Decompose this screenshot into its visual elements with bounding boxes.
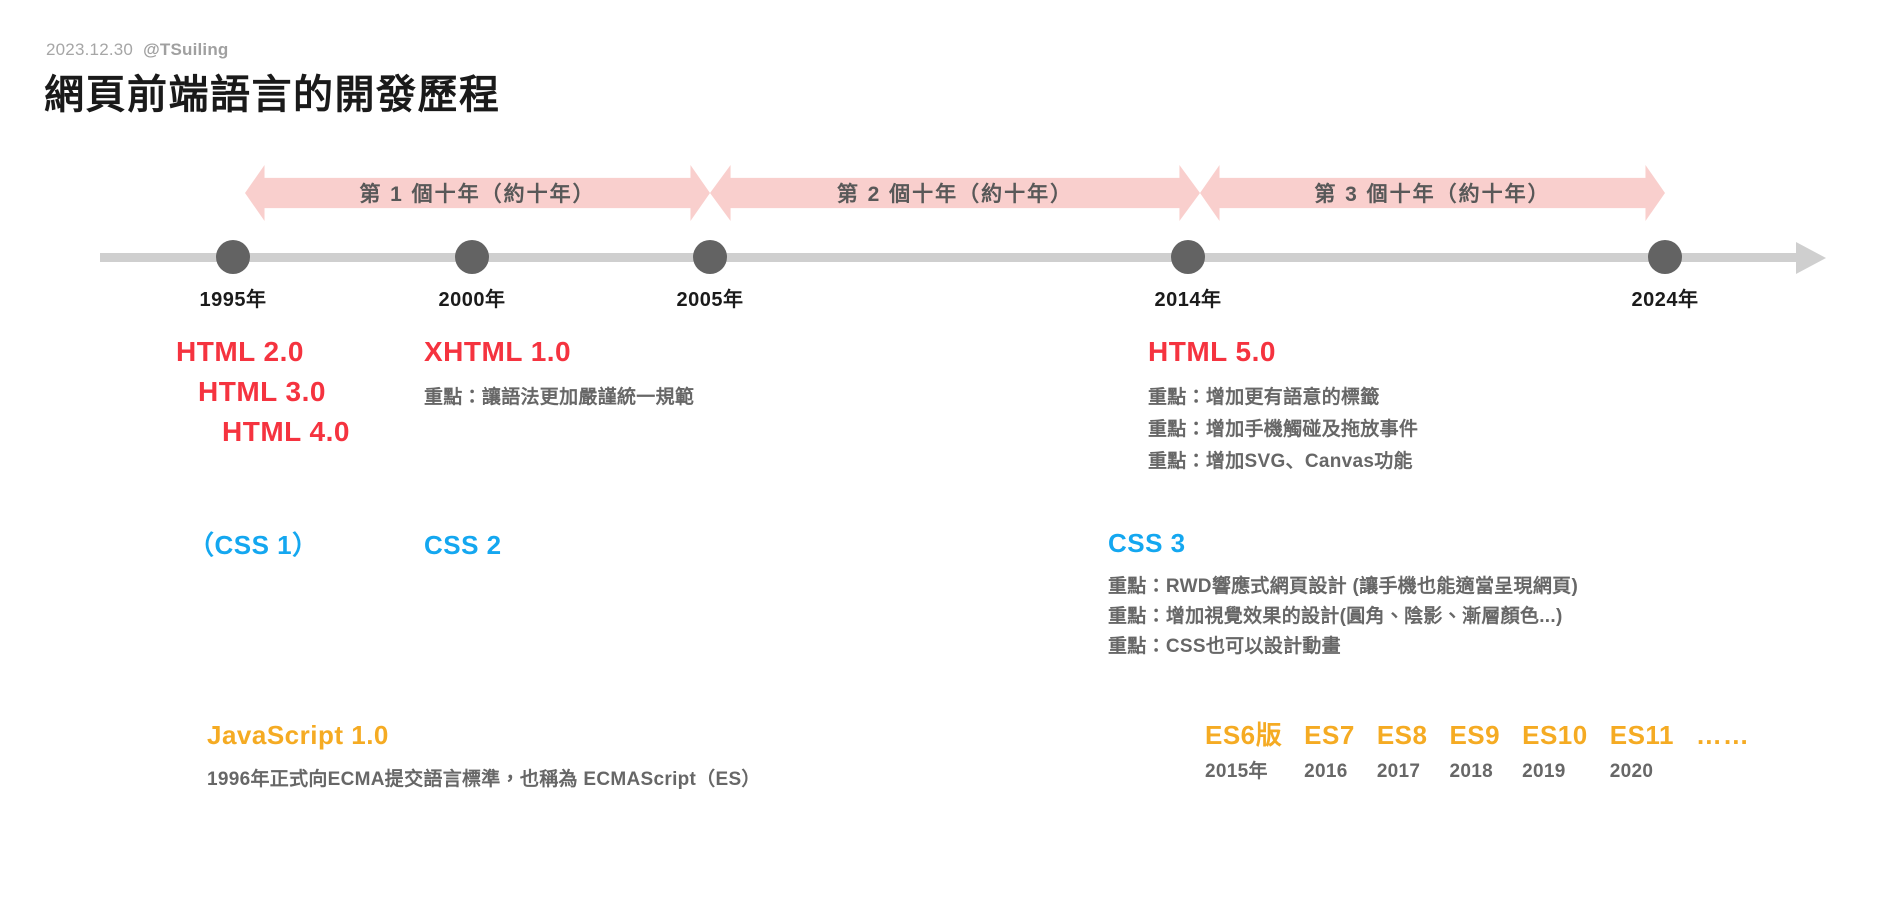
html-version-4: HTML 4.0 — [222, 416, 350, 447]
xhtml-note-1: 重點：讓語法更加嚴謹統一規範 — [424, 387, 695, 408]
ecmascript-version-es7: ES7 2016 — [1304, 722, 1355, 781]
year-label-2024: 2024年 — [1631, 289, 1699, 311]
html-version-2: HTML 2.0 — [176, 336, 304, 367]
css3-title: CSS 3 — [1108, 528, 1186, 558]
ecmascript-name-es11: ES11 — [1609, 720, 1674, 750]
author-handle: @TSuiling — [143, 40, 229, 59]
decade-band-3: 第 3 個十年（約十年） — [1200, 165, 1665, 221]
ecmascript-more: …… — [1696, 722, 1750, 748]
ecmascript-name-es6: ES6版 — [1205, 720, 1283, 750]
ecmascript-year-es11: 2020 — [1609, 761, 1654, 782]
timeline-axis — [100, 253, 1800, 262]
css3-note-1: 重點：RWD響應式網頁設計 (讓手機也能適當呈現網頁) — [1108, 576, 1579, 597]
ecmascript-version-es8: ES8 2017 — [1377, 722, 1428, 781]
javascript-note-1: 1996年正式向ECMA提交語言標準，也稱為 ECMAScript（ES） — [207, 769, 761, 790]
ecmascript-version-es10: ES10 2019 — [1522, 722, 1588, 781]
html5-note-2: 重點：增加手機觸碰及拖放事件 — [1148, 419, 1419, 440]
ecmascript-name-es7: ES7 — [1304, 720, 1355, 750]
xhtml-title: XHTML 1.0 — [424, 336, 572, 367]
ecmascript-version-row: ES6版 2015年 ES7 2016 ES8 2017 ES9 2018 ES… — [1205, 722, 1750, 781]
page-title: 網頁前端語言的開發歷程 — [44, 73, 501, 117]
ecmascript-version-es11: ES11 2020 — [1610, 722, 1674, 781]
ecmascript-version-es6: ES6版 2015年 — [1205, 722, 1282, 781]
ecmascript-year-es8: 2017 — [1376, 761, 1421, 782]
javascript-title: JavaScript 1.0 — [207, 720, 389, 750]
year-label-2014: 2014年 — [1154, 289, 1222, 311]
css3-note-3: 重點：CSS也可以設計動畫 — [1108, 636, 1341, 657]
html5-title: HTML 5.0 — [1148, 336, 1276, 367]
decade-band-2-label: 第 2 個十年（約十年） — [836, 183, 1074, 206]
timeline-dot-2000 — [455, 240, 489, 274]
html5-section: HTML 5.0 重點：增加更有語意的標籤 重點：增加手機觸碰及拖放事件 重點：… — [1148, 338, 1418, 478]
timeline-dot-2014 — [1171, 240, 1205, 274]
ecmascript-section: ES6版 2015年 ES7 2016 ES8 2017 ES9 2018 ES… — [1205, 722, 1750, 781]
publish-date: 2023.12.30 — [46, 40, 134, 59]
ecmascript-year-es9: 2018 — [1449, 761, 1493, 782]
decade-band-1: 第 1 個十年（約十年） — [245, 165, 710, 221]
year-label-1995: 1995年 — [199, 289, 267, 311]
meta-line: 2023.12.30 @TSuiling — [46, 40, 229, 60]
css2-section: CSS 2 — [424, 532, 502, 558]
css3-section: CSS 3 重點：RWD響應式網頁設計 (讓手機也能適當呈現網頁) 重點：增加視… — [1108, 530, 1578, 662]
ecmascript-year-es7: 2016 — [1304, 761, 1348, 782]
ecmascript-year-es10: 2019 — [1522, 761, 1566, 782]
ecmascript-name-es8: ES8 — [1376, 720, 1428, 750]
decade-band-1-label: 第 1 個十年（約十年） — [359, 183, 596, 206]
ecmascript-ellipsis: …… — [1695, 720, 1750, 750]
ecmascript-version-es9: ES9 2018 — [1449, 722, 1500, 781]
axis-arrow-icon — [1796, 242, 1826, 274]
year-label-2000: 2000年 — [438, 289, 506, 311]
html5-note-1: 重點：增加更有語意的標籤 — [1148, 387, 1380, 408]
css1-title: （CSS 1） — [188, 530, 319, 560]
css1-section: （CSS 1） — [188, 532, 319, 558]
year-label-2005: 2005年 — [676, 289, 744, 311]
decade-band-2: 第 2 個十年（約十年） — [710, 165, 1200, 221]
css2-title: CSS 2 — [424, 530, 502, 560]
xhtml-section: XHTML 1.0 重點：讓語法更加嚴謹統一規範 — [424, 338, 694, 414]
timeline-dot-2024 — [1648, 240, 1682, 274]
timeline-dot-1995 — [216, 240, 250, 274]
ecmascript-name-es9: ES9 — [1449, 720, 1501, 750]
javascript-section: JavaScript 1.0 1996年正式向ECMA提交語言標準，也稱為 EC… — [207, 722, 761, 796]
timeline-dot-2005 — [693, 240, 727, 274]
html-version-3: HTML 3.0 — [198, 376, 326, 407]
css3-note-2: 重點：增加視覺效果的設計(圓角、陰影、漸層顏色...) — [1108, 606, 1563, 627]
html5-note-3: 重點：增加SVG、Canvas功能 — [1148, 451, 1413, 472]
ecmascript-year-es6: 2015年 — [1205, 761, 1268, 782]
html-early-versions: HTML 2.0 HTML 3.0 HTML 4.0 — [176, 338, 350, 446]
decade-band-3-label: 第 3 個十年（約十年） — [1314, 183, 1551, 206]
ecmascript-name-es10: ES10 — [1522, 720, 1588, 750]
